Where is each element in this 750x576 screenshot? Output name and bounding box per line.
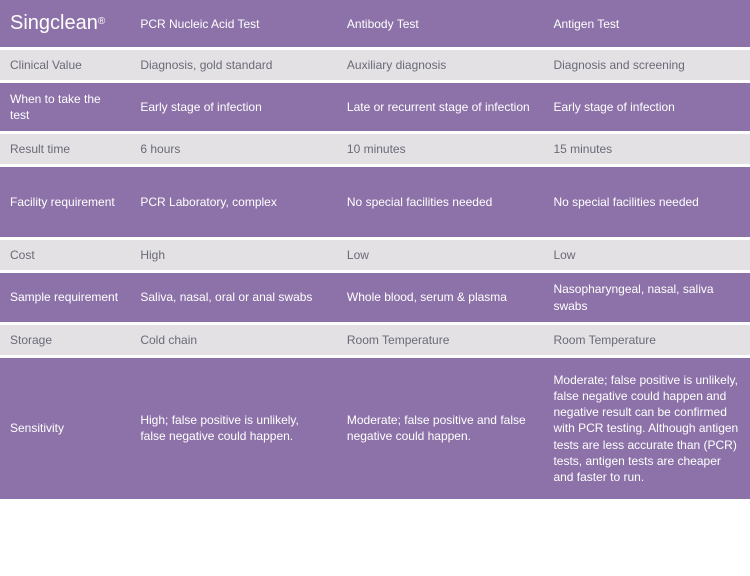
- row-sample: Sample requirement Saliva, nasal, oral o…: [0, 273, 750, 321]
- cell-storage-antigen: Room Temperature: [543, 325, 750, 355]
- cell-clinical-value-antibody: Auxiliary diagnosis: [337, 50, 544, 80]
- cell-sensitivity-antibody: Moderate; false positive and false negat…: [337, 358, 544, 499]
- row-facility: Facility requirement PCR Laboratory, com…: [0, 167, 750, 237]
- label-cost: Cost: [0, 240, 130, 270]
- cell-sensitivity-pcr: High; false positive is unlikely, false …: [130, 358, 337, 499]
- brand-name: Singclean: [10, 12, 98, 34]
- row-result-time: Result time 6 hours 10 minutes 15 minute…: [0, 134, 750, 164]
- comparison-table: Singclean® PCR Nucleic Acid Test Antibod…: [0, 0, 750, 499]
- row-sensitivity: Sensitivity High; false positive is unli…: [0, 358, 750, 499]
- cell-facility-pcr: PCR Laboratory, complex: [130, 167, 337, 237]
- cell-sample-pcr: Saliva, nasal, oral or anal swabs: [130, 273, 337, 321]
- label-when-to-take: When to take the test: [0, 83, 130, 131]
- cell-when-antibody: Late or recurrent stage of infection: [337, 83, 544, 131]
- cell-cost-antigen: Low: [543, 240, 750, 270]
- label-clinical-value: Clinical Value: [0, 50, 130, 80]
- row-clinical-value: Clinical Value Diagnosis, gold standard …: [0, 50, 750, 80]
- label-result-time: Result time: [0, 134, 130, 164]
- col-header-antigen: Antigen Test: [543, 0, 750, 47]
- cell-when-antigen: Early stage of infection: [543, 83, 750, 131]
- cell-storage-antibody: Room Temperature: [337, 325, 544, 355]
- col-header-pcr: PCR Nucleic Acid Test: [130, 0, 337, 47]
- row-cost: Cost High Low Low: [0, 240, 750, 270]
- cell-facility-antibody: No special facilities needed: [337, 167, 544, 237]
- brand-cell: Singclean®: [0, 0, 130, 47]
- row-when-to-take: When to take the test Early stage of inf…: [0, 83, 750, 131]
- cell-sensitivity-antigen: Moderate; false positive is unlikely, fa…: [543, 358, 750, 499]
- cell-when-pcr: Early stage of infection: [130, 83, 337, 131]
- label-storage: Storage: [0, 325, 130, 355]
- cell-cost-pcr: High: [130, 240, 337, 270]
- cell-storage-pcr: Cold chain: [130, 325, 337, 355]
- header-row: Singclean® PCR Nucleic Acid Test Antibod…: [0, 0, 750, 47]
- cell-result-pcr: 6 hours: [130, 134, 337, 164]
- col-header-antibody: Antibody Test: [337, 0, 544, 47]
- cell-cost-antibody: Low: [337, 240, 544, 270]
- brand-trademark: ®: [98, 16, 105, 27]
- label-facility: Facility requirement: [0, 167, 130, 237]
- cell-clinical-value-pcr: Diagnosis, gold standard: [130, 50, 337, 80]
- label-sample: Sample requirement: [0, 273, 130, 321]
- cell-result-antigen: 15 minutes: [543, 134, 750, 164]
- cell-result-antibody: 10 minutes: [337, 134, 544, 164]
- cell-sample-antibody: Whole blood, serum & plasma: [337, 273, 544, 321]
- cell-sample-antigen: Nasopharyngeal, nasal, saliva swabs: [543, 273, 750, 321]
- label-sensitivity: Sensitivity: [0, 358, 130, 499]
- row-storage: Storage Cold chain Room Temperature Room…: [0, 325, 750, 355]
- cell-clinical-value-antigen: Diagnosis and screening: [543, 50, 750, 80]
- cell-facility-antigen: No special facilities needed: [543, 167, 750, 237]
